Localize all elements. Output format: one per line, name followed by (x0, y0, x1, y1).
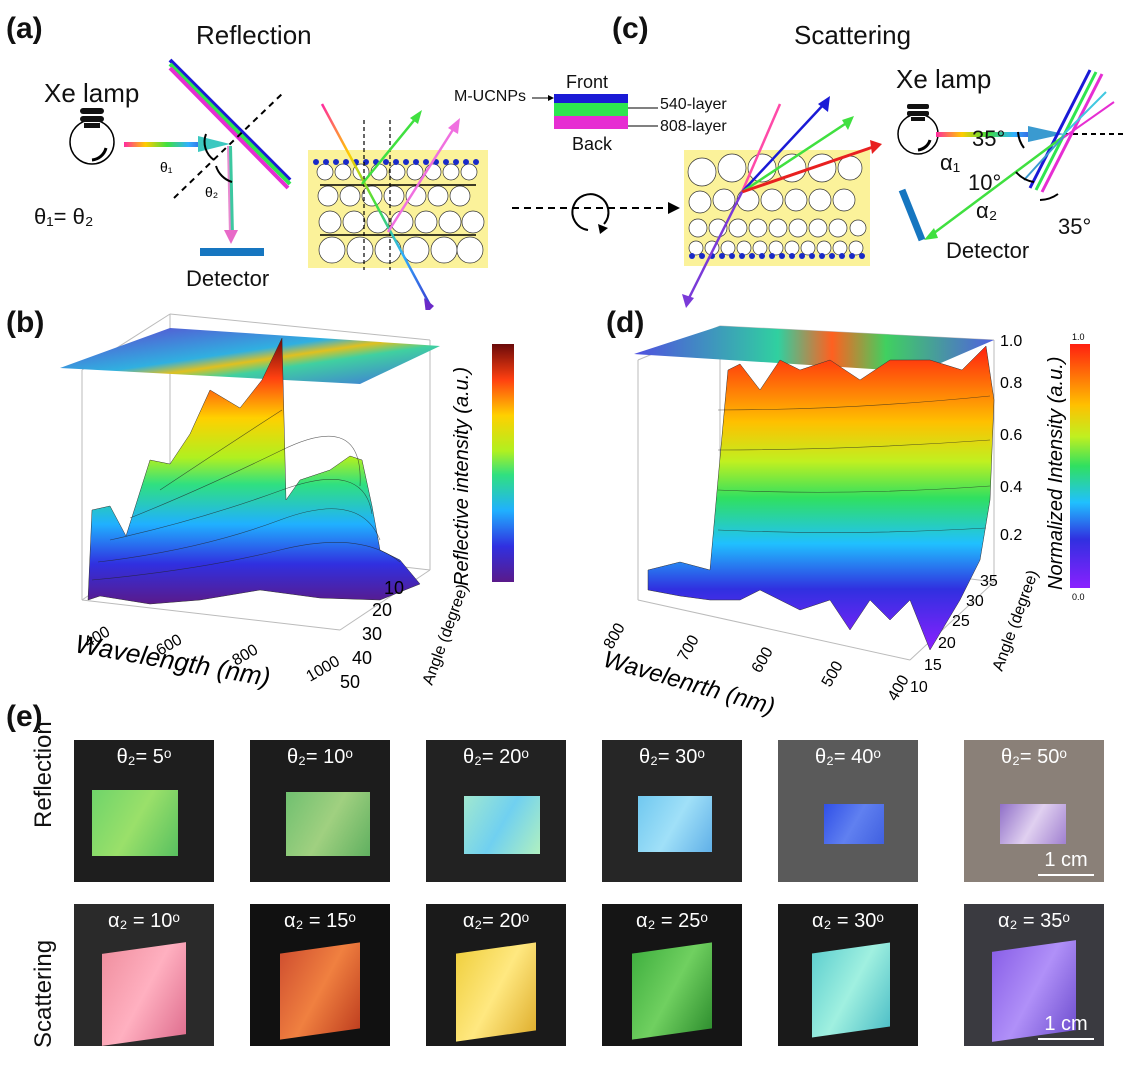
reflection-surface (87, 337, 421, 605)
photo-caption: α₂ = 25ᵒ (636, 910, 708, 932)
row-label-scattering: Scattering (30, 939, 57, 1048)
d-ytick-0: 10 (910, 679, 928, 696)
panel-a-angle-relation: θ₁= θ₂ (34, 204, 94, 229)
scale-bar-reflection: 1 cm (1038, 849, 1094, 876)
photo-caption: α₂ = 30ᵒ (812, 910, 884, 932)
angle-35-bottom: 35° (1058, 214, 1092, 239)
d-ytick-4: 30 (966, 593, 984, 610)
panel-b-zlabel: Reflective intensity (a.u.) (451, 367, 473, 586)
lamp-bulb-icon (69, 108, 115, 165)
panel-e-label: (e) (6, 700, 43, 733)
d-ytick-2: 20 (938, 635, 956, 652)
d-xtick-2: 600 (749, 644, 777, 676)
angle-10: 10° (968, 170, 1002, 195)
scattering-setup-diagram (512, 69, 1124, 308)
b-ytick-3: 40 (352, 648, 372, 668)
photo-caption: θ₂= 30ᵒ (639, 746, 705, 768)
photo-caption: θ₂= 40ᵒ (815, 746, 881, 768)
layer-540-label: 540-layer (660, 96, 727, 113)
top-projection-map (60, 328, 440, 384)
layer-front-label: Front (566, 72, 609, 92)
angle-35-top: 35° (972, 126, 1006, 151)
d-ztick-3: 0.8 (1000, 375, 1022, 392)
d-ztick-4: 1.0 (1000, 333, 1022, 350)
scattering-surface-plot: 0.2 0.4 0.6 0.8 1.0 Normalized Intensity… (600, 325, 1090, 720)
d-xtick-1: 700 (675, 632, 703, 664)
photo-scattering-1: α₂ = 10ᵒ (74, 904, 214, 1046)
panel-d-label: (d) (606, 306, 645, 339)
panel-c-title: Scattering (794, 20, 912, 50)
panel-d-zlabel: Normalized Intensity (a.u.) (1045, 357, 1067, 590)
detector-bar (200, 248, 264, 256)
photo-scattering-2: α₂ = 15ᵒ (250, 904, 390, 1046)
photo-scattering-4: α₂ = 25ᵒ (602, 904, 742, 1046)
d-ytick-3: 25 (952, 613, 970, 630)
panel-a-detector-label: Detector (186, 266, 270, 291)
reflection-setup-diagram: θ₁ θ₂ (69, 58, 488, 310)
photo-caption: α₂ = 35ᵒ (998, 910, 1070, 932)
photo-reflection-1: θ₂= 5ᵒ (74, 740, 214, 882)
photo-caption: θ₂= 20ᵒ (463, 746, 529, 768)
d-ytick-5: 35 (980, 573, 998, 590)
d-xtick-4: 400 (885, 672, 913, 704)
alpha2-label: α₂ (976, 198, 998, 223)
reflection-surface-plot: Reflective intensity (a.u.) 400 600 800 … (60, 313, 514, 692)
colorbar-d (1070, 344, 1090, 588)
photo-caption: θ₂= 50ᵒ (1001, 746, 1067, 768)
photo-scattering-3: α₂= 20ᵒ (426, 904, 566, 1046)
layer-front-bar (554, 94, 628, 103)
photo-caption: θ₂= 10ᵒ (287, 746, 353, 768)
panel-a-label: (a) (6, 12, 43, 45)
scattering-surface (647, 345, 995, 651)
theta2-label: θ₂ (205, 184, 218, 200)
b-xtick-3: 1000 (304, 653, 343, 686)
photo-reflection-4: θ₂= 30ᵒ (602, 740, 742, 882)
d-ztick-2: 0.6 (1000, 427, 1022, 444)
theta1-label: θ₁ (160, 159, 173, 175)
scale-bar-scattering: 1 cm (1038, 1013, 1094, 1040)
panel-b-label: (b) (6, 306, 45, 339)
photo-caption: α₂ = 10ᵒ (108, 910, 180, 932)
photo-caption: α₂ = 15ᵒ (284, 910, 356, 932)
colorbar-b (492, 344, 514, 582)
b-ytick-2: 30 (362, 624, 382, 644)
panel-c-label: (c) (612, 12, 649, 45)
layer-808-label: 808-layer (660, 118, 727, 135)
d-xtick-3: 500 (819, 658, 847, 690)
incident-beam (124, 142, 210, 147)
layer-back-label: Back (572, 134, 613, 154)
photo-reflection-3: θ₂= 20ᵒ (426, 740, 566, 882)
photo-caption: θ₂= 5ᵒ (116, 746, 172, 768)
row-label-reflection: Reflection (30, 721, 57, 828)
photo-reflection-2: θ₂= 10ᵒ (250, 740, 390, 882)
d-ztick-1: 0.4 (1000, 479, 1022, 496)
panel-a-lamp-label: Xe lamp (44, 78, 140, 108)
photo-reflection-5: θ₂= 40ᵒ (778, 740, 918, 882)
panel-b-ylabel: Angle (degree) (420, 582, 472, 687)
cbar-max: 1.0 (1072, 332, 1085, 342)
b-ytick-4: 50 (340, 672, 360, 692)
alpha1-label: α₁ (940, 150, 961, 175)
photo-caption: α₂= 20ᵒ (462, 910, 530, 932)
d-ytick-1: 15 (924, 657, 942, 674)
b-ytick-0: 10 (384, 578, 404, 598)
b-ytick-1: 20 (372, 600, 392, 620)
layer-mucnps-label: M-UCNPs (454, 88, 526, 105)
photo-scattering-6: α₂ = 35ᵒ 1 cm (964, 904, 1104, 1046)
lamp-bulb-icon-c (897, 104, 939, 155)
panel-c-lamp-label: Xe lamp (896, 64, 992, 94)
cbar-min: 0.0 (1072, 592, 1085, 602)
d-ztick-0: 0.2 (1000, 527, 1022, 544)
panel-a-title: Reflection (196, 20, 312, 50)
detector-bar-c (898, 188, 926, 242)
photo-scattering-5: α₂ = 30ᵒ (778, 904, 918, 1046)
panel-c-detector-label: Detector (946, 238, 1030, 263)
photo-reflection-6: θ₂= 50ᵒ 1 cm (964, 740, 1104, 882)
